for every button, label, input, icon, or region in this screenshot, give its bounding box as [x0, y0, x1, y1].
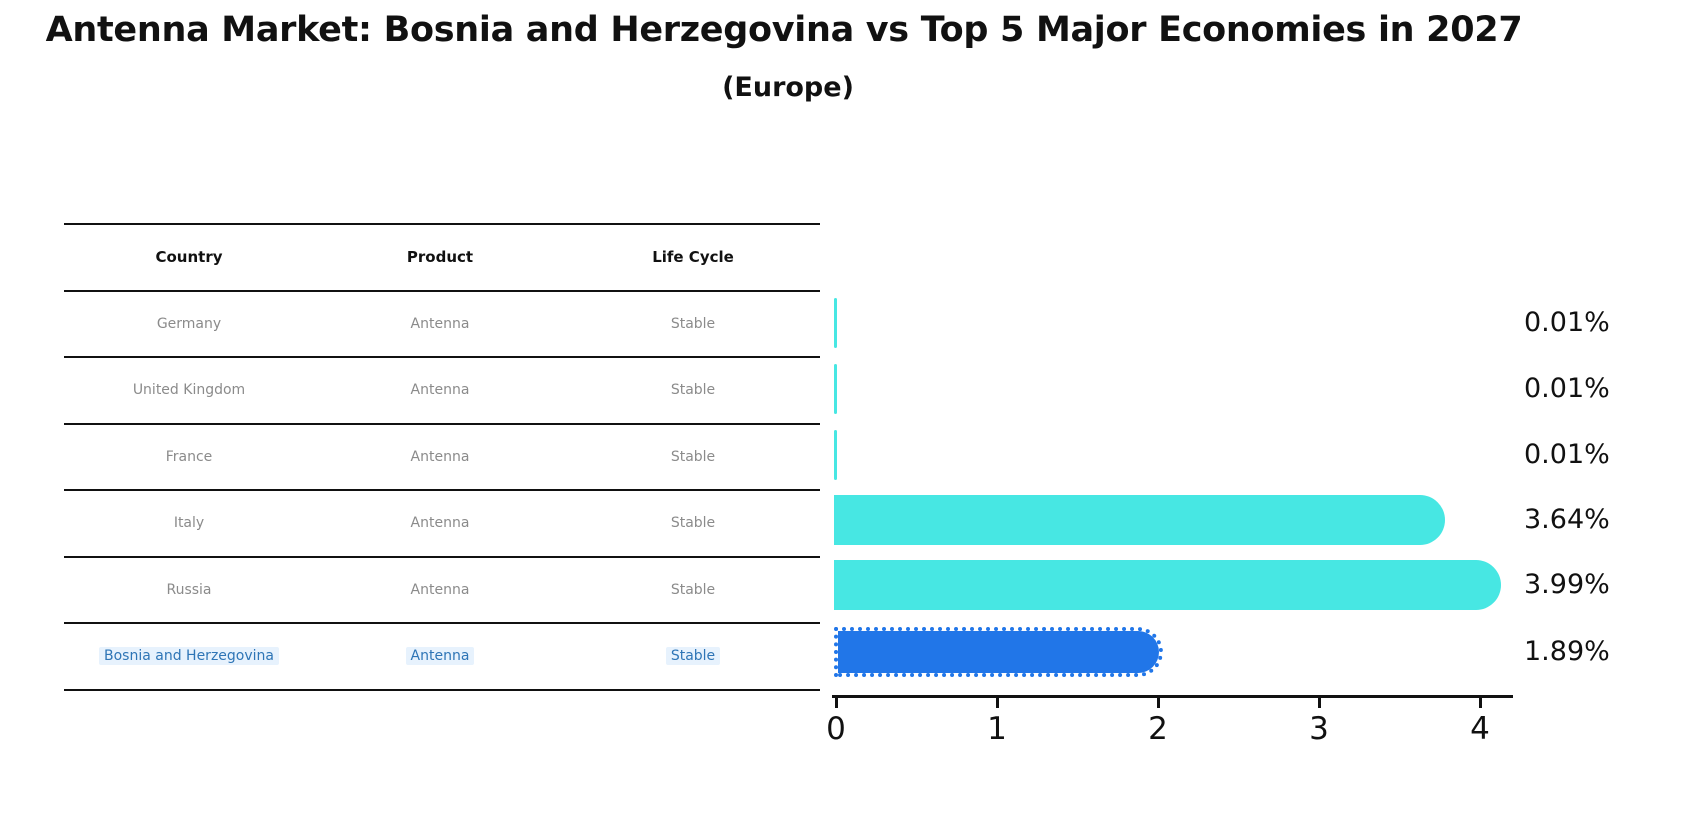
column-header-country: Country [155, 248, 223, 267]
chart-subtitle: (Europe) [722, 72, 854, 103]
cell-country-text: United Kingdom [132, 382, 246, 399]
cell-life-cycle-text: Stable [670, 515, 716, 532]
x-axis-tick [1157, 695, 1160, 708]
table-row-highlighted: Bosnia and Herzegovina Antenna Stable [64, 624, 820, 691]
cell-country: France [64, 449, 314, 465]
x-axis-tick [1318, 695, 1321, 708]
cell-country-text: Bosnia and Herzegovina [99, 647, 279, 666]
cell-life-cycle: Stable [566, 582, 820, 598]
value-label: 0.01% [1524, 439, 1610, 470]
cell-product-text: Antenna [410, 315, 470, 332]
value-label: 3.64% [1524, 504, 1610, 535]
cell-country-text: Russia [166, 581, 212, 598]
x-axis-tick-label: 2 [1148, 711, 1168, 747]
cell-life-cycle-text: Stable [670, 315, 716, 332]
cell-life-cycle-text: Stable [670, 581, 716, 598]
cell-country: Russia [64, 582, 314, 598]
bar-germany [834, 298, 837, 348]
cell-product: Antenna [314, 515, 566, 531]
cell-life-cycle: Stable [566, 382, 820, 398]
table-row: Italy Antenna Stable [64, 491, 820, 558]
cell-country: Germany [64, 316, 314, 332]
cell-product-text: Antenna [410, 382, 470, 399]
cell-life-cycle: Stable [566, 515, 820, 531]
x-axis-line [832, 695, 1513, 698]
cell-life-cycle-text: Stable [665, 647, 721, 666]
table-row: Russia Antenna Stable [64, 558, 820, 624]
x-axis-tick [996, 695, 999, 708]
cell-product-text: Antenna [410, 515, 470, 532]
cell-product-text: Antenna [410, 448, 470, 465]
table-header-row: Country Product Life Cycle [64, 225, 820, 292]
x-axis-tick-label: 0 [826, 711, 846, 747]
cell-life-cycle: Stable [566, 449, 820, 465]
chart-title: Antenna Market: Bosnia and Herzegovina v… [45, 10, 1523, 50]
x-axis-tick [1479, 695, 1482, 708]
cell-country-text: France [165, 448, 213, 465]
cell-product: Antenna [314, 582, 566, 598]
cell-life-cycle-text: Stable [670, 382, 716, 399]
cell-life-cycle: Stable [566, 316, 820, 332]
data-table: Country Product Life Cycle Germany Anten… [64, 223, 820, 691]
x-axis-tick-label: 4 [1470, 711, 1490, 747]
cell-product-text: Antenna [410, 581, 470, 598]
table-row: United Kingdom Antenna Stable [64, 358, 820, 425]
bar-united-kingdom [834, 364, 837, 414]
x-axis-tick-label: 1 [987, 711, 1007, 747]
cell-country: Italy [64, 515, 314, 531]
cell-product: Antenna [314, 316, 566, 332]
table-row: Germany Antenna Stable [64, 292, 820, 358]
cell-country-text: Italy [173, 515, 205, 532]
bar-italy [834, 495, 1445, 545]
column-header-life-cycle: Life Cycle [652, 248, 734, 267]
bar-bosnia-and-herzegovina [834, 627, 1163, 677]
x-axis-tick-label: 3 [1309, 711, 1329, 747]
x-axis-tick [835, 695, 838, 708]
value-label: 0.01% [1524, 307, 1610, 338]
column-header-product: Product [406, 248, 474, 267]
cell-life-cycle: Stable [566, 647, 820, 666]
bar-france [834, 430, 837, 480]
value-label: 0.01% [1524, 373, 1610, 404]
cell-product: Antenna [314, 382, 566, 398]
cell-product-text: Antenna [405, 647, 475, 666]
cell-country-text: Germany [156, 315, 222, 332]
value-label: 1.89% [1524, 636, 1610, 667]
cell-country: United Kingdom [64, 382, 314, 398]
bar-russia [834, 560, 1501, 610]
cell-country: Bosnia and Herzegovina [64, 647, 314, 666]
cell-life-cycle-text: Stable [670, 448, 716, 465]
cell-product: Antenna [314, 449, 566, 465]
value-label: 3.99% [1524, 569, 1610, 600]
table-row: France Antenna Stable [64, 425, 820, 491]
cell-product: Antenna [314, 647, 566, 666]
